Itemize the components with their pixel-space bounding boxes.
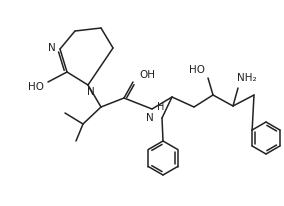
- Text: N: N: [48, 43, 56, 53]
- Text: H: H: [157, 102, 164, 112]
- Text: HO: HO: [28, 82, 44, 92]
- Text: N: N: [146, 113, 154, 123]
- Text: HO: HO: [189, 65, 205, 75]
- Text: N: N: [87, 87, 95, 97]
- Text: OH: OH: [139, 70, 155, 80]
- Text: NH₂: NH₂: [237, 73, 257, 83]
